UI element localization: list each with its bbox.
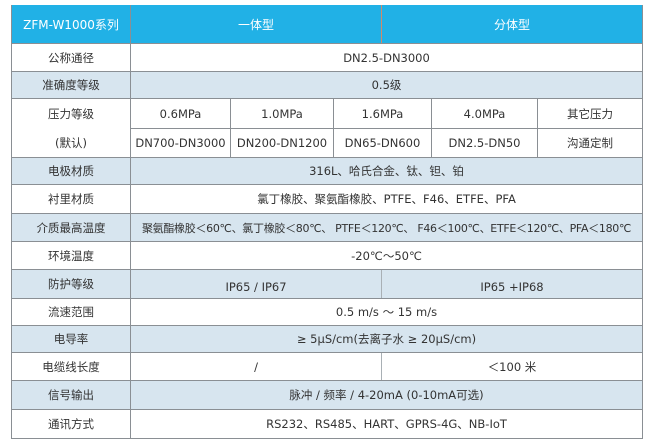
row-value: DN2.5-DN3000 bbox=[343, 50, 430, 65]
series-header: ZFM-W1000系列 bbox=[12, 5, 131, 43]
row-value: 0.5级 bbox=[371, 78, 402, 92]
row-label: 流速范围 bbox=[12, 299, 131, 325]
split-header: 分体型 bbox=[493, 17, 530, 32]
row-value: 0.5 m/s ～ 15 m/s bbox=[335, 305, 438, 319]
pressure-row: 压力等级 (默认) 0.6MPa 1.0MPa 1.6MPa 4.0MPa 其它… bbox=[12, 98, 642, 157]
row-label: 防护等级 bbox=[12, 270, 131, 298]
table-row: 环境温度 -20℃～50℃ bbox=[12, 241, 642, 269]
row-label: 通讯方式 bbox=[12, 410, 131, 438]
row-value: ≥ 5μS/cm(去离子水 ≥ 20μS/cm) bbox=[296, 332, 477, 346]
split-value: IP65 +IP68 bbox=[480, 280, 544, 294]
table-row: 电导率 ≥ 5μS/cm(去离子水 ≥ 20μS/cm) bbox=[12, 325, 642, 352]
row-label: 介质最高温度 bbox=[12, 214, 131, 241]
row-label: 公称通径 bbox=[12, 44, 131, 71]
pressure-cell: 1.0MPa bbox=[231, 99, 334, 128]
spec-table: ZFM-W1000系列 一体型 分体型 公称通径 DN2.5-DN3000 准确… bbox=[11, 5, 643, 439]
integrated-header: 一体型 bbox=[131, 5, 382, 43]
row-label: 准确度等级 bbox=[12, 72, 131, 98]
pressure-default-label: (默认) bbox=[55, 135, 87, 150]
pressure-label: 压力等级 bbox=[48, 106, 94, 121]
table-row: 衬里材质 氯丁橡胶、聚氨酯橡胶、PTFE、F46、ETFE、PFA bbox=[12, 184, 642, 213]
pressure-cell: 其它压力 bbox=[567, 106, 613, 121]
header-row: ZFM-W1000系列 一体型 分体型 bbox=[12, 5, 642, 43]
row-label: 电极材质 bbox=[12, 158, 131, 184]
row-label: 电缆线长度 bbox=[12, 353, 131, 380]
integrated-value: IP65 / IP67 bbox=[131, 270, 382, 298]
row-label: 压力等级 (默认) bbox=[12, 99, 131, 157]
split-value: ＜100 米 bbox=[487, 359, 537, 374]
pressure-cell: 4.0MPa bbox=[432, 99, 538, 128]
table-row: 电极材质 316L、哈氏合金、钛、钽、铂 bbox=[12, 157, 642, 184]
diameter-cell: DN2.5-DN50 bbox=[432, 129, 538, 157]
row-label: 信号输出 bbox=[12, 381, 131, 409]
row-value: 316L、哈氏合金、钛、钽、铂 bbox=[309, 164, 464, 178]
table-row: 信号输出 脉冲 / 频率 / 4-20mA (0-10mA可选) bbox=[12, 380, 642, 409]
table-row: 公称通径 DN2.5-DN3000 bbox=[12, 43, 642, 71]
row-value: 脉冲 / 频率 / 4-20mA (0-10mA可选) bbox=[289, 388, 484, 402]
table-row: 通讯方式 RS232、RS485、HART、GPRS-4G、NB-IoT bbox=[12, 409, 642, 438]
pressure-cell: 0.6MPa bbox=[131, 99, 231, 128]
table-row: 流速范围 0.5 m/s ～ 15 m/s bbox=[12, 298, 642, 325]
row-label: 电导率 bbox=[12, 326, 131, 352]
pressure-cell: 1.6MPa bbox=[334, 99, 432, 128]
diameter-cell: DN700-DN3000 bbox=[131, 129, 231, 157]
row-value: 氯丁橡胶、聚氨酯橡胶、PTFE、F46、ETFE、PFA bbox=[257, 192, 516, 206]
table-row: 介质最高温度 聚氨酯橡胶＜60℃、氯丁橡胶＜80℃、 PTFE＜120℃、 F4… bbox=[12, 213, 642, 241]
diameter-cell: DN200-DN1200 bbox=[231, 129, 334, 157]
row-value: 聚氨酯橡胶＜60℃、氯丁橡胶＜80℃、 PTFE＜120℃、 F46＜100℃、… bbox=[141, 221, 632, 235]
table-row: 电缆线长度 / ＜100 米 bbox=[12, 352, 642, 380]
row-label: 衬里材质 bbox=[12, 185, 131, 213]
table-row: 防护等级 IP65 / IP67 IP65 +IP68 bbox=[12, 269, 642, 298]
integrated-value: / bbox=[131, 353, 382, 380]
table-row: 准确度等级 0.5级 bbox=[12, 71, 642, 98]
row-value: RS232、RS485、HART、GPRS-4G、NB-IoT bbox=[266, 417, 507, 431]
row-value: -20℃～50℃ bbox=[351, 248, 422, 263]
row-label: 环境温度 bbox=[12, 242, 131, 269]
diameter-cell: DN65-DN600 bbox=[334, 129, 432, 157]
diameter-cell: 沟通定制 bbox=[567, 136, 613, 150]
